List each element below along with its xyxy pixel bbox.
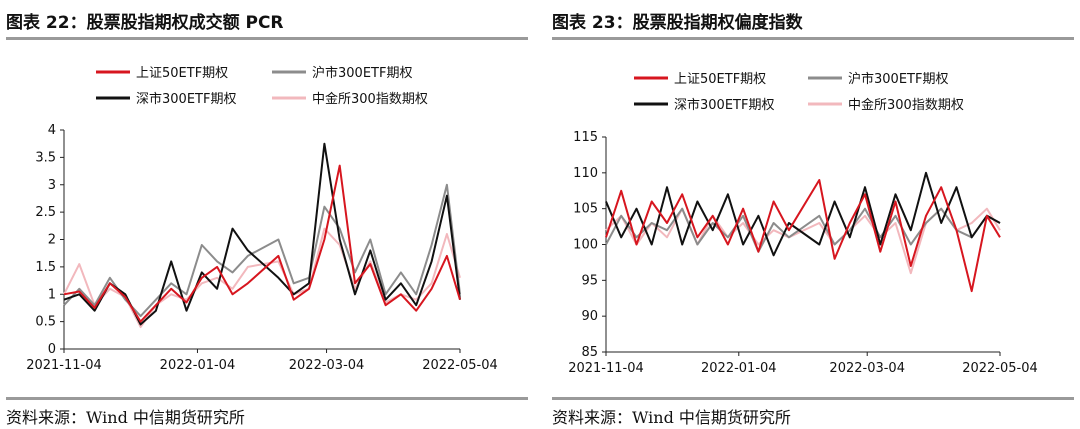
x-tick-label: 2022-05-04 [962, 361, 1038, 376]
y-tick-label: 1.5 [35, 260, 56, 275]
x-tick-label: 2022-05-04 [422, 358, 498, 373]
legend-label: 沪市300ETF期权 [312, 65, 412, 81]
y-tick-label: 3.5 [35, 150, 56, 165]
x-tick-label: 2021-11-04 [568, 361, 644, 376]
legend-label: 上证50ETF期权 [674, 71, 766, 87]
y-tick-label: 85 [581, 345, 598, 360]
y-tick-label: 110 [573, 166, 598, 181]
y-tick-label: 2 [48, 233, 56, 248]
x-tick-label: 2021-11-04 [26, 358, 102, 373]
y-tick-label: 1 [48, 287, 56, 302]
y-tick-label: 4 [48, 123, 56, 138]
title-divider [552, 37, 1074, 40]
legend-label: 沪市300ETF期权 [848, 71, 948, 87]
title-divider [6, 37, 528, 40]
legend-label: 深市300ETF期权 [674, 97, 774, 113]
series-line [605, 207, 1001, 275]
chart-panel-skew: 图表 23：股票股指期权偏度指数 上证50ETF期权 沪市300ETF期权深市30… [546, 0, 1080, 429]
series-line [63, 164, 461, 323]
series-line [605, 207, 1001, 253]
y-tick-label: 105 [573, 202, 598, 217]
x-tick-label: 2022-01-04 [160, 358, 236, 373]
source-divider [6, 397, 528, 400]
chart-panel-pcr: 图表 22：股票股指期权成交额 PCR 上证50ETF期权 沪市300ETF期权深… [6, 13, 528, 427]
figure-title: 图表 23：股票股指期权偏度指数 [552, 13, 803, 33]
figure-title: 图表 22：股票股指期权成交额 PCR [6, 13, 284, 33]
source-note: 资料来源：Wind 中信期货研究所 [552, 408, 791, 427]
legend-label: 深市300ETF期权 [136, 91, 236, 107]
x-tick-label: 2022-01-04 [701, 361, 777, 376]
y-tick-label: 100 [573, 238, 598, 253]
y-tick-label: 95 [581, 273, 598, 288]
legend-label: 中金所300指数期权 [848, 97, 964, 113]
legend-label: 中金所300指数期权 [312, 91, 428, 107]
x-tick-label: 2022-03-04 [289, 358, 365, 373]
y-tick-label: 90 [581, 309, 598, 324]
series-line [63, 227, 461, 329]
y-tick-label: 2.5 [35, 205, 56, 220]
source-note: 资料来源：Wind 中信期货研究所 [6, 408, 245, 427]
y-tick-label: 3 [48, 178, 56, 193]
y-tick-label: 0 [48, 342, 56, 357]
y-tick-label: 0.5 [35, 315, 56, 330]
series-line [605, 171, 1001, 257]
y-tick-label: 115 [573, 130, 598, 145]
legend-label: 上证50ETF期权 [136, 65, 228, 81]
series-line [605, 179, 1001, 293]
source-divider [552, 397, 1074, 400]
x-tick-label: 2022-03-04 [829, 361, 905, 376]
